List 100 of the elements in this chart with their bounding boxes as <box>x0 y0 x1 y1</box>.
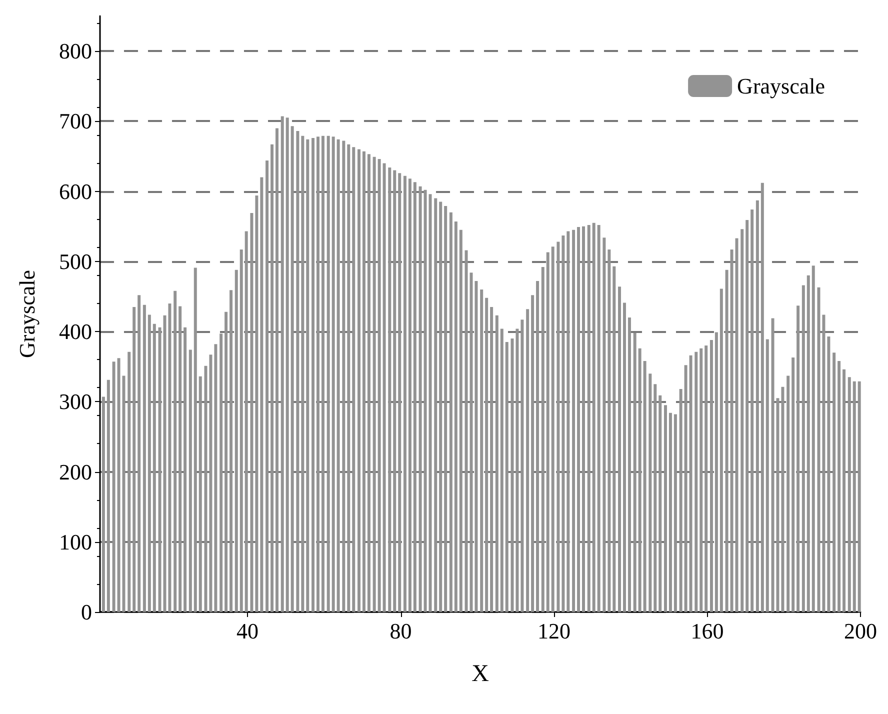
bar <box>357 149 360 612</box>
x-tick-label: 160 <box>690 618 724 644</box>
bar <box>781 386 784 612</box>
bar <box>178 306 182 612</box>
bar <box>106 380 110 612</box>
bar <box>301 136 304 612</box>
bar <box>740 229 744 612</box>
bar <box>531 295 534 612</box>
bar <box>838 360 841 612</box>
bar <box>689 355 692 612</box>
bar <box>566 231 570 612</box>
bar <box>516 328 519 612</box>
bar <box>393 170 396 612</box>
bar <box>842 369 846 612</box>
bar <box>720 288 723 612</box>
bar <box>500 328 504 612</box>
bar <box>480 289 484 612</box>
bar <box>434 198 438 612</box>
bar <box>577 227 580 612</box>
bar <box>848 377 851 612</box>
y-tick-label: 600 <box>59 178 92 204</box>
y-tick-label: 100 <box>59 529 92 554</box>
bar <box>546 252 550 612</box>
bar <box>214 344 218 612</box>
bar <box>224 312 228 612</box>
bar <box>332 136 335 612</box>
bar <box>817 287 820 612</box>
bar <box>290 126 294 612</box>
bar <box>194 268 197 612</box>
bar <box>796 306 800 612</box>
bar <box>117 358 120 612</box>
bar <box>362 151 366 612</box>
x-axis-title: X <box>472 661 489 687</box>
bar <box>403 176 406 612</box>
bar <box>102 396 105 612</box>
bar <box>541 267 544 612</box>
bar <box>296 130 300 612</box>
bar <box>316 136 320 612</box>
bar <box>230 290 233 612</box>
bar <box>266 160 269 612</box>
bar <box>520 320 524 612</box>
bar <box>280 116 284 612</box>
bar <box>454 221 458 612</box>
bar <box>204 366 208 612</box>
bar <box>413 182 416 612</box>
bar <box>608 249 611 612</box>
bar <box>792 357 795 612</box>
bar <box>802 285 805 612</box>
bar <box>858 381 861 612</box>
bar <box>551 246 554 612</box>
y-tick-label: 0 <box>81 600 92 624</box>
bar <box>428 194 432 612</box>
bar <box>694 352 698 612</box>
bar <box>746 220 749 612</box>
bar <box>270 144 274 612</box>
bar <box>710 340 713 612</box>
bar <box>536 281 540 612</box>
bar <box>622 302 626 612</box>
bar <box>510 338 514 612</box>
y-tick-label: 200 <box>59 459 92 484</box>
legend-label: Grayscale <box>737 74 826 98</box>
bar <box>760 182 764 612</box>
bar <box>250 213 254 612</box>
bar <box>658 395 662 612</box>
bar <box>449 212 452 612</box>
bar <box>244 231 248 612</box>
bar <box>444 206 448 612</box>
bar <box>750 210 754 612</box>
bar <box>832 352 836 612</box>
bar <box>408 178 412 612</box>
bar <box>347 144 350 612</box>
bar <box>556 242 560 612</box>
bar <box>505 342 508 612</box>
bar <box>220 334 223 612</box>
bar <box>526 309 530 612</box>
bar <box>725 270 728 612</box>
bar <box>260 177 264 612</box>
bar <box>184 327 187 612</box>
bar <box>572 230 576 612</box>
bar <box>490 306 494 612</box>
bar <box>628 318 631 612</box>
x-tick-label: 80 <box>390 618 412 644</box>
bar <box>132 306 136 612</box>
bar <box>122 376 126 612</box>
bar <box>664 405 667 612</box>
bar <box>367 154 370 612</box>
y-tick-label: 400 <box>59 319 92 344</box>
bar <box>138 295 141 612</box>
bar <box>174 290 177 612</box>
y-tick-label: 500 <box>59 248 92 274</box>
bar <box>352 147 356 612</box>
bar <box>336 139 340 612</box>
bar <box>240 249 243 612</box>
bar <box>418 186 422 612</box>
bar <box>255 196 258 612</box>
bar <box>852 381 856 612</box>
bar <box>286 118 289 612</box>
bar <box>398 173 402 612</box>
bar <box>485 298 488 612</box>
bar <box>602 238 606 612</box>
